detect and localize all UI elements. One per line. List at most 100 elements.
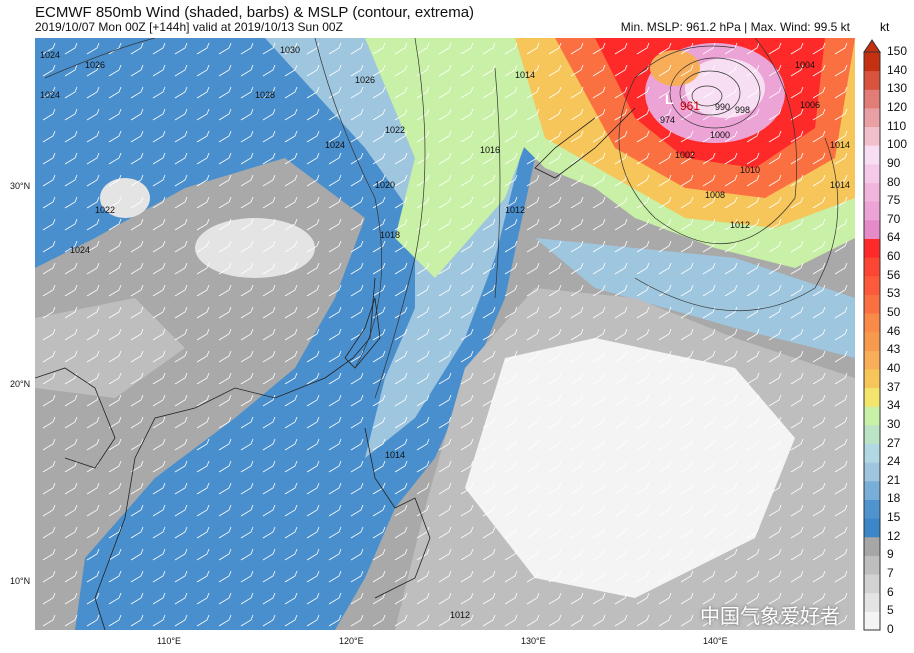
wind-barb	[460, 592, 474, 605]
colorbar-bin	[864, 52, 880, 72]
valid-time: 2019/10/07 Mon 00Z [+144h] valid at 2019…	[35, 20, 343, 34]
wind-barb	[394, 372, 408, 385]
wind-barb	[306, 460, 320, 473]
wind-barb	[306, 328, 320, 341]
wind-barb	[526, 196, 540, 209]
wind-barb	[416, 570, 430, 583]
wind-barb	[658, 504, 672, 517]
wind-barb	[152, 394, 166, 407]
wind-barb	[42, 350, 56, 363]
colorbar-bin	[864, 574, 880, 594]
wind-barb	[548, 64, 562, 77]
wind-barb	[284, 526, 298, 539]
wind-barb	[460, 350, 474, 363]
wind-barb	[570, 262, 584, 275]
wind-barb	[614, 262, 628, 275]
wind-barb	[658, 614, 672, 627]
wind-barb	[570, 284, 584, 297]
wind-barb	[130, 108, 144, 121]
wind-barb	[438, 196, 452, 209]
wind-barb	[42, 504, 56, 517]
wind-barb	[768, 174, 782, 187]
wind-barb	[504, 218, 518, 231]
wind-barb	[702, 570, 716, 583]
wind-barb	[416, 548, 430, 561]
wind-barb	[548, 350, 562, 363]
wind-barb	[64, 350, 78, 363]
wind-barb	[768, 152, 782, 165]
wind-barb	[108, 416, 122, 429]
wind-barb	[42, 548, 56, 561]
wind-barb	[592, 460, 606, 473]
wind-barb	[658, 372, 672, 385]
wind-barb	[724, 284, 738, 297]
wind-barb	[526, 130, 540, 143]
wind-barb	[372, 262, 386, 275]
wind-barb	[702, 262, 716, 275]
wind-barb	[108, 570, 122, 583]
wind-barb	[152, 86, 166, 99]
wind-barb	[460, 570, 474, 583]
wind-barb	[394, 284, 408, 297]
wind-barb	[438, 438, 452, 451]
wind-barb	[636, 196, 650, 209]
wind-barb	[152, 592, 166, 605]
contour-labels: 1024 1026 1030 1024 1026 1028 1022 1024 1022 1024…	[40, 45, 850, 620]
wind-barb	[306, 504, 320, 517]
colorbar-bin	[864, 350, 880, 370]
wind-barb	[372, 306, 386, 319]
wind-barb	[108, 614, 122, 627]
wind-barb	[174, 240, 188, 253]
contour-label: 998	[735, 105, 750, 115]
wind-barb	[746, 218, 760, 231]
wind-barb	[570, 328, 584, 341]
map-title: ECMWF 850mb Wind (shaded, barbs) & MSLP …	[35, 4, 475, 21]
wind-barb	[834, 504, 848, 517]
wind-barb	[130, 394, 144, 407]
wind-barb	[86, 504, 100, 517]
wind-barb	[262, 526, 276, 539]
wind-barb	[108, 262, 122, 275]
contour-label: 1024	[325, 140, 345, 150]
wind-barb	[350, 482, 364, 495]
wind-barb	[152, 526, 166, 539]
wind-barb	[416, 526, 430, 539]
wind-barb	[240, 196, 254, 209]
wind-barb	[724, 570, 738, 583]
wind-barb	[526, 504, 540, 517]
wind-barb	[592, 152, 606, 165]
wind-barb	[196, 548, 210, 561]
wind-barb	[64, 86, 78, 99]
wind-barb	[548, 460, 562, 473]
wind-barb	[438, 174, 452, 187]
wind-barb	[636, 86, 650, 99]
wind-barb	[196, 482, 210, 495]
wind-barb	[64, 482, 78, 495]
wind-barb	[658, 240, 672, 253]
wind-barb	[526, 592, 540, 605]
colorbar-label: 60	[887, 249, 901, 264]
colorbar	[863, 39, 881, 631]
colorbar-bin	[864, 238, 880, 258]
wind-barb	[306, 306, 320, 319]
wind-barb	[614, 592, 628, 605]
wind-barb	[328, 218, 342, 231]
wind-barb	[526, 64, 540, 77]
wind-barb	[724, 262, 738, 275]
wind-barb	[658, 592, 672, 605]
wind-barb	[284, 64, 298, 77]
wind-barb	[702, 614, 716, 627]
wind-barb	[548, 218, 562, 231]
wind-barb	[504, 196, 518, 209]
wind-barb	[768, 350, 782, 363]
wind-barb	[482, 570, 496, 583]
wind-barb	[746, 306, 760, 319]
wind-barb	[614, 416, 628, 429]
wind-barb	[372, 152, 386, 165]
wind-barb	[328, 592, 342, 605]
wind-barb	[526, 108, 540, 121]
wind-barb	[482, 372, 496, 385]
wind-barb	[460, 42, 474, 55]
wind-barb	[636, 108, 650, 121]
wind-barb	[372, 570, 386, 583]
